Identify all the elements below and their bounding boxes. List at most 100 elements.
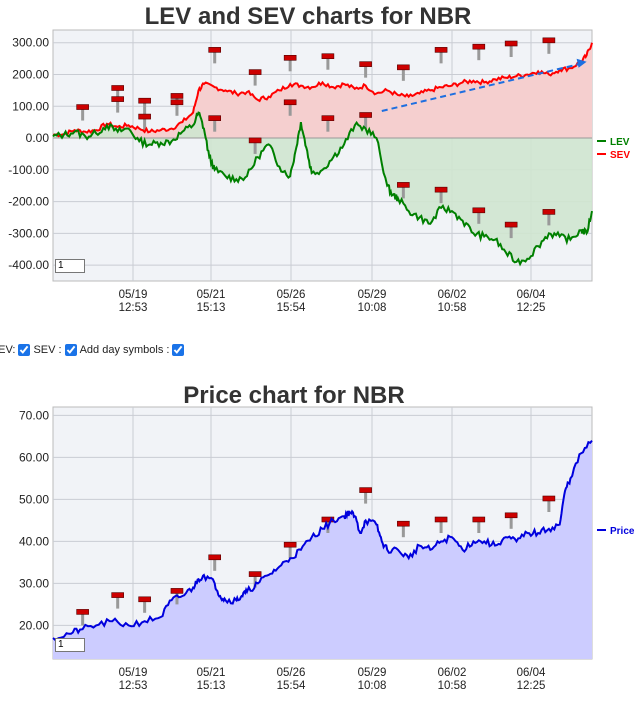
day-marker-flag — [111, 85, 124, 91]
price-x-tick-label: 12:53 — [119, 680, 148, 692]
price-y-tick-label: 50.00 — [19, 492, 49, 506]
day-marker-flag — [170, 93, 184, 99]
lev-toggle[interactable]: LEV: — [0, 344, 33, 356]
lev-sev-x-tick-label: 05/29 — [358, 289, 387, 301]
lev-sev-x-tick-label: 05/21 — [197, 289, 226, 301]
legend-label-price: Price — [610, 526, 635, 537]
price-y-tick-label: 20.00 — [19, 618, 49, 632]
day-marker-flag — [76, 609, 89, 615]
day-marker-flag — [472, 516, 486, 523]
chart-controls: LEV: SEV : Add day symbols : — [0, 344, 187, 356]
lev-sev-x-tick-label: 15:54 — [277, 302, 306, 314]
price-x-tick-label: 15:13 — [197, 680, 226, 692]
lev-sev-x-tick-label: 12:53 — [119, 302, 148, 314]
legend-label-sev: SEV — [610, 150, 630, 161]
day-marker-flag — [504, 221, 518, 228]
price-area-fill — [53, 440, 592, 659]
day-marker-flag — [397, 520, 410, 527]
price-x-tick-label: 06/04 — [517, 667, 546, 679]
sev-checkbox[interactable] — [64, 344, 77, 356]
day-symbols-checkbox[interactable] — [172, 344, 185, 356]
day-marker-flag — [248, 69, 262, 75]
day-marker-flag — [542, 495, 556, 502]
lev-sev-x-tick-label: 15:13 — [197, 302, 226, 314]
day-marker-flag — [504, 40, 518, 47]
lev-sev-y-tick-label: 300.00 — [12, 36, 49, 50]
day-symbols-toggle[interactable]: Add day symbols : — [80, 344, 188, 356]
day-marker-flag — [397, 64, 410, 71]
price-y-tick-label: 40.00 — [19, 534, 49, 548]
day-marker-flag — [248, 571, 262, 577]
day-marker-flag — [138, 596, 151, 603]
price-x-tick-label: 06/02 — [438, 667, 467, 679]
lev-sev-y-tick-label: 100.00 — [12, 99, 49, 113]
day-marker-flag — [434, 47, 448, 53]
price-chart-title: Price chart for NBR — [183, 382, 405, 409]
lev-sev-y-tick-label: -100.00 — [8, 163, 49, 177]
day-marker-flag — [208, 115, 221, 121]
lev-sev-x-tick-label: 10:58 — [438, 302, 467, 314]
price-x-tick-label: 05/29 — [358, 667, 387, 679]
day-marker-flag — [472, 207, 486, 214]
day-marker-flag — [283, 99, 297, 106]
price-x-tick-label: 05/26 — [277, 667, 306, 679]
lev-sev-y-tick-label: -400.00 — [8, 258, 49, 272]
lev-sev-x-tick-label: 05/26 — [277, 289, 306, 301]
lev-line — [52, 111, 593, 267]
day-marker-flag — [111, 592, 124, 598]
day-marker-flag — [138, 113, 151, 120]
day-marker-flag — [359, 487, 372, 493]
price-line — [52, 439, 593, 642]
lev-sev-chart: 300.00 200.00 100.00 0.00 -100.00 -200.00 -300… — [8, 29, 630, 314]
lev-sev-y-tick-label: 0.00 — [26, 131, 50, 145]
day-marker-flag — [542, 37, 556, 44]
day-marker-flag — [248, 137, 262, 144]
day-marker-flag — [472, 43, 486, 50]
price-x-tick-label: 12:25 — [517, 680, 546, 692]
lev-area-fill — [53, 112, 592, 265]
lev-sev-x-tick-label: 12:25 — [517, 302, 546, 314]
day-symbols-label: Add day symbols : — [79, 344, 170, 356]
sev-area-fill — [53, 42, 592, 139]
trend-arrow-head — [576, 58, 587, 68]
price-x-tick-label: 05/19 — [119, 667, 148, 679]
day-marker-flag — [283, 55, 297, 61]
price-x-tick-label: 10:08 — [358, 680, 387, 692]
day-marker-flag — [111, 96, 124, 102]
sev-toggle[interactable]: SEV : — [33, 344, 79, 356]
day-marker-flag — [170, 99, 184, 106]
lev-sev-x-tick-label: 10:08 — [358, 302, 387, 314]
day-marker-flag — [434, 516, 448, 523]
sev-toggle-label: SEV : — [33, 344, 62, 356]
day-marker-flag — [138, 97, 151, 104]
day-marker-flag — [321, 516, 335, 523]
price-x-tick-label: 10:58 — [438, 680, 467, 692]
day-marker-flag — [283, 541, 297, 548]
price-x-tick-label: 05/21 — [197, 667, 226, 679]
lev-sev-y-tick-label: -300.00 — [8, 226, 49, 240]
price-chart: 70.00 60.00 50.00 40.00 30.00 20.00 05/1912:53… — [19, 406, 635, 692]
day-marker-flag — [434, 186, 448, 193]
day-marker-flag — [321, 53, 335, 60]
lev-sev-chart-title: LEV and SEV charts for NBR — [144, 3, 472, 30]
trend-arrow-line — [381, 62, 581, 112]
lev-toggle-label: LEV: — [0, 344, 16, 356]
price-y-tick-label: 70.00 — [19, 408, 49, 422]
lev-checkbox[interactable] — [18, 344, 31, 356]
day-marker-flag — [208, 47, 221, 53]
lev-sev-x-tick-label: 06/02 — [438, 289, 467, 301]
lev-sev-y-tick-label: -200.00 — [8, 195, 49, 209]
day-marker-flag — [321, 115, 335, 121]
legend-label-lev: LEV — [610, 137, 630, 148]
lev-sev-x-tick-label: 05/19 — [119, 289, 148, 301]
price-x-tick-label: 15:54 — [277, 680, 306, 692]
day-marker-flag — [359, 112, 372, 118]
day-marker-flag — [359, 61, 372, 67]
day-marker-flag — [504, 512, 518, 519]
lev-sev-x-tick-label: 06/04 — [517, 289, 546, 301]
day-marker-flag — [208, 554, 221, 561]
sev-line — [53, 42, 593, 138]
lev-sev-page-input[interactable] — [55, 259, 85, 273]
price-page-input[interactable] — [55, 638, 85, 652]
price-y-tick-label: 60.00 — [19, 450, 49, 464]
